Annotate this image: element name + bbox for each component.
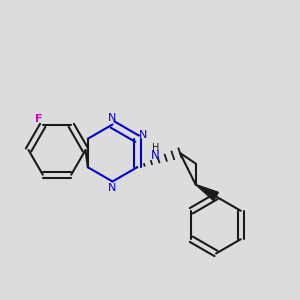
Text: F: F bbox=[35, 114, 43, 124]
Text: H: H bbox=[152, 143, 159, 153]
Text: N: N bbox=[151, 148, 160, 161]
Text: N: N bbox=[108, 183, 117, 194]
Text: N: N bbox=[108, 112, 117, 123]
Polygon shape bbox=[196, 184, 218, 201]
Text: N: N bbox=[139, 130, 147, 140]
